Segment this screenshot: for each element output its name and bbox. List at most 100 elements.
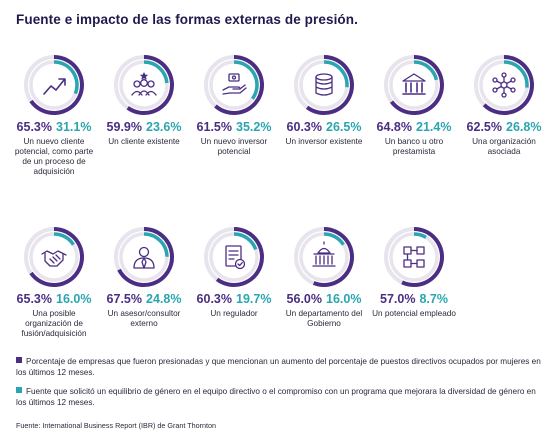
teal-arc xyxy=(143,232,169,257)
ring-item: 62.5% 26.8% Una organización asociada xyxy=(460,52,548,157)
teal-arc xyxy=(413,60,439,81)
legend-teal-text: Fuente que solicitó un equilibrio de gén… xyxy=(16,387,536,407)
ring-chart xyxy=(474,55,534,115)
item-label: Un regulador xyxy=(210,309,258,318)
document-check-icon xyxy=(225,245,246,270)
teal-value: 26.5% xyxy=(326,120,362,134)
percent-values: 60.3% 26.5% xyxy=(280,120,368,134)
item-label: Un nuevo inversor potencial xyxy=(200,137,268,156)
ring-chart xyxy=(24,227,84,287)
ring-chart xyxy=(24,55,84,115)
legend-teal-swatch xyxy=(16,387,22,393)
teal-value: 19.7% xyxy=(236,292,272,306)
coin-stack-icon xyxy=(315,73,333,96)
ring-chart xyxy=(114,227,174,287)
network-icon xyxy=(492,72,516,98)
ring-item: 59.9% 23.6% Un cliente existente xyxy=(100,52,188,147)
ring-item: 67.5% 24.8% Un asesor/consultor externo xyxy=(100,224,188,329)
item-label: Un departamento del Gobierno xyxy=(285,309,363,328)
purple-value: 64.8% xyxy=(376,120,412,134)
ring-item: 61.5% 35.2% Un nuevo inversor potencial xyxy=(190,52,278,157)
legend-purple-text: Porcentaje de empresas que fueron presio… xyxy=(16,357,541,377)
item-label: Un asesor/consultor externo xyxy=(107,309,181,328)
teal-arc xyxy=(503,60,529,88)
teal-arc xyxy=(323,232,345,246)
government-building-icon xyxy=(312,241,336,267)
teal-value: 24.8% xyxy=(146,292,182,306)
purple-value: 65.3% xyxy=(16,292,52,306)
purple-value: 60.3% xyxy=(196,292,232,306)
percent-values: 65.3% 31.1% xyxy=(10,120,98,134)
ring-chart xyxy=(204,227,264,287)
purple-arc xyxy=(126,55,174,115)
teal-arc xyxy=(233,232,258,251)
ring-chart xyxy=(384,55,444,115)
teal-arc xyxy=(413,232,427,239)
teal-arc xyxy=(323,60,349,88)
purple-arc xyxy=(312,227,354,287)
ring-item: 65.3% 16.0% Una posible organización de fu… xyxy=(10,224,98,339)
teal-arc xyxy=(233,60,259,100)
purple-value: 57.0% xyxy=(380,292,416,306)
teal-value: 21.4% xyxy=(416,120,452,134)
item-label: Una organización asociada xyxy=(472,137,536,156)
ring-item: 64.8% 21.4% Un banco u otro prestamista xyxy=(370,52,458,157)
purple-value: 62.5% xyxy=(466,120,502,134)
trend-up-icon xyxy=(43,78,66,95)
ring-item: 60.3% 26.5% Un inversor existente xyxy=(280,52,368,147)
percent-values: 62.5% 26.8% xyxy=(460,120,548,134)
purple-arc xyxy=(305,55,354,115)
flowchart-icon xyxy=(403,246,425,268)
source-note: Fuente: International Business Report (I… xyxy=(16,421,217,430)
legend-purple: Porcentaje de empresas que fueron presio… xyxy=(16,356,544,378)
teal-value: 23.6% xyxy=(146,120,182,134)
purple-value: 61.5% xyxy=(196,120,232,134)
item-label: Un cliente existente xyxy=(108,137,180,146)
hand-money-icon xyxy=(222,73,247,95)
teal-value: 8.7% xyxy=(419,292,448,306)
purple-value: 60.3% xyxy=(286,120,322,134)
item-label: Un banco u otro prestamista xyxy=(384,137,444,156)
item-label: Un potencial empleado xyxy=(372,309,456,318)
ring-chart xyxy=(294,55,354,115)
ring-item: 65.3% 31.1% Un nuevo cliente potencial, co… xyxy=(10,52,98,177)
percent-values: 67.5% 24.8% xyxy=(100,292,188,306)
percent-values: 56.0% 16.0% xyxy=(280,292,368,306)
purple-value: 67.5% xyxy=(106,292,142,306)
ring-chart xyxy=(204,55,264,115)
percent-values: 60.3% 19.7% xyxy=(190,292,278,306)
item-label: Una posible organización de fusión/adqui… xyxy=(21,309,87,338)
legend-teal: Fuente que solicitó un equilibrio de gén… xyxy=(16,386,544,408)
purple-arc xyxy=(117,227,174,287)
customers-star-icon xyxy=(131,72,157,96)
inner-ring-track xyxy=(389,232,439,282)
purple-arc xyxy=(215,227,264,287)
percent-values: 65.3% 16.0% xyxy=(10,292,98,306)
percent-values: 59.9% 23.6% xyxy=(100,120,188,134)
item-label: Un nuevo cliente potencial, como parte d… xyxy=(14,137,94,176)
purple-arc xyxy=(214,55,264,115)
teal-value: 35.2% xyxy=(236,120,272,134)
teal-value: 31.1% xyxy=(56,120,92,134)
teal-arc xyxy=(53,232,75,246)
handshake-icon xyxy=(41,250,67,267)
item-label: Un inversor existente xyxy=(285,137,363,146)
teal-value: 16.0% xyxy=(56,292,92,306)
legend-purple-swatch xyxy=(16,357,22,363)
advisor-icon xyxy=(133,246,155,269)
ring-item: 56.0% 16.0% Un departamento del Gobierno xyxy=(280,224,368,329)
teal-value: 16.0% xyxy=(326,292,362,306)
purple-value: 65.3% xyxy=(16,120,52,134)
teal-value: 26.8% xyxy=(506,120,542,134)
purple-arc xyxy=(29,227,84,287)
purple-arc xyxy=(401,227,444,287)
ring-chart xyxy=(114,55,174,115)
ring-item: 60.3% 19.7% Un regulador xyxy=(190,224,278,319)
teal-arc xyxy=(143,60,169,84)
purple-arc xyxy=(389,55,444,115)
purple-value: 59.9% xyxy=(106,120,142,134)
percent-values: 64.8% 21.4% xyxy=(370,120,458,134)
bank-icon xyxy=(402,73,426,95)
teal-arc xyxy=(53,60,79,95)
ring-chart xyxy=(384,227,444,287)
